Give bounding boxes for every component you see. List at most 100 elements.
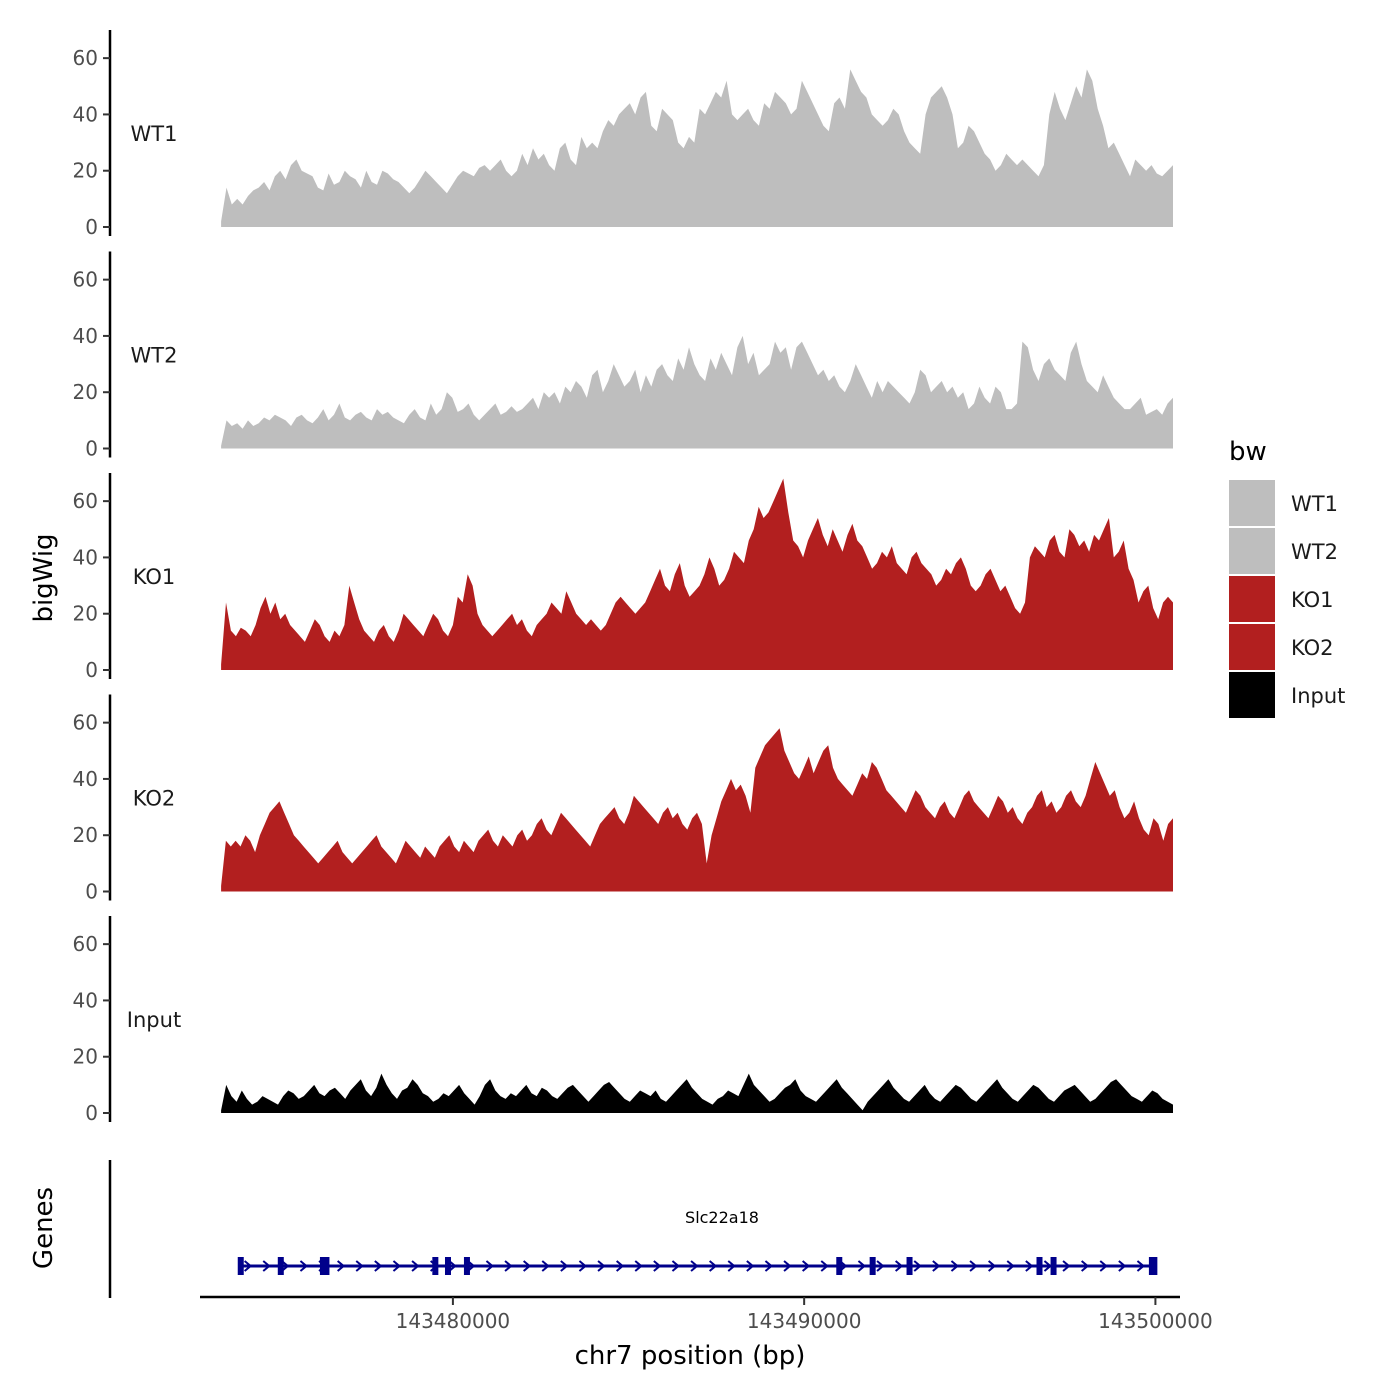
strand-arrow [392, 1260, 402, 1272]
track-label-input: Input [127, 1008, 181, 1032]
y-tick-label: 60 [73, 932, 98, 956]
strand-arrow [411, 1260, 420, 1272]
strand-arrow [448, 1260, 457, 1272]
strand-arrow [1099, 1260, 1108, 1272]
legend-label: WT2 [1291, 540, 1338, 564]
y-tick-label: 20 [73, 823, 98, 847]
legend-swatch [1229, 624, 1275, 670]
y-tick-label: 20 [73, 159, 98, 183]
x-tick-label: 143500000 [1098, 1309, 1213, 1333]
y-tick-label: 40 [73, 767, 98, 791]
strand-arrow [801, 1260, 811, 1272]
strand-arrow [671, 1260, 681, 1272]
exon [463, 1257, 470, 1275]
strand-arrow [1043, 1260, 1053, 1272]
y-axis-title: bigWig [29, 533, 59, 622]
legend-swatch [1229, 480, 1275, 526]
strand-arrow [541, 1260, 550, 1272]
x-axis: 143480000 143490000 143500000 [200, 1295, 1213, 1333]
legend-swatch [1229, 528, 1275, 574]
strand-arrow [560, 1260, 569, 1272]
x-tick-label: 143490000 [747, 1309, 862, 1333]
strand-arrow [876, 1260, 885, 1272]
y-tick-label: 40 [73, 324, 98, 348]
exon [1151, 1257, 1158, 1275]
area-input [221, 1073, 1174, 1113]
exon [323, 1257, 330, 1275]
strand-arrow [374, 1260, 383, 1272]
y-tick-label: 0 [85, 658, 98, 682]
strand-arrow [746, 1260, 755, 1272]
area-wt2 [221, 335, 1174, 449]
strand-arrow [969, 1260, 978, 1272]
legend: WT1 WT2 KO1 KO2 Input [1229, 480, 1345, 718]
strand-arrow [1136, 1260, 1146, 1272]
y-tick-label: 60 [73, 711, 98, 735]
y-tick-label: 60 [73, 268, 98, 292]
area-wt1 [221, 69, 1174, 228]
legend-item-input: Input [1229, 672, 1345, 718]
track-wt1: 0 20 40 60 WT1 [73, 30, 1174, 239]
strand-arrow [597, 1260, 606, 1272]
gene-name-label: Slc22a18 [685, 1208, 759, 1227]
strand-arrow [485, 1260, 495, 1272]
strand-arrow [1080, 1260, 1090, 1272]
track-wt2: 0 20 40 60 WT2 [73, 251, 1174, 461]
strand-arrow [578, 1260, 588, 1272]
strand-arrow [522, 1260, 532, 1272]
strand-arrow [820, 1260, 829, 1272]
strand-arrow [1025, 1260, 1034, 1272]
track-label-ko1: KO1 [133, 565, 176, 589]
strand-arrow [1062, 1260, 1071, 1272]
signal-tracks: 0 20 40 60 WT1 0 20 40 60 WT2 0 20 40 60 KO1 0 20 40 60 KO2… [73, 30, 1174, 1125]
area-ko1 [221, 478, 1174, 670]
y-tick-label: 0 [85, 880, 98, 904]
strand-arrow [336, 1260, 346, 1272]
gene-track: Slc22a18 [108, 1160, 1158, 1298]
strand-arrow [950, 1260, 960, 1272]
track-input: 0 20 40 60 Input [73, 916, 1174, 1125]
strand-arrow [634, 1260, 643, 1272]
strand-arrow [764, 1260, 774, 1272]
genes-axis-title: Genes [29, 1187, 59, 1269]
y-tick-label: 20 [73, 380, 98, 404]
legend-swatch [1229, 672, 1275, 718]
legend-label: KO2 [1291, 636, 1334, 660]
legend-item-wt1: WT1 [1229, 480, 1338, 526]
track-ko1: 0 20 40 60 KO1 [73, 473, 1174, 682]
track-label-wt1: WT1 [131, 122, 178, 146]
track-label-wt2: WT2 [131, 344, 178, 368]
legend-title: bw [1229, 437, 1267, 467]
track-label-ko2: KO2 [133, 787, 176, 811]
y-tick-label: 40 [73, 988, 98, 1012]
y-tick-label: 40 [73, 545, 98, 569]
legend-item-wt2: WT2 [1229, 528, 1338, 574]
legend-swatch [1229, 576, 1275, 622]
strand-arrow [615, 1260, 625, 1272]
strand-arrow [783, 1260, 792, 1272]
strand-arrow [987, 1260, 997, 1272]
strand-arrow [932, 1260, 941, 1272]
track-ko2: 0 20 40 60 KO2 [73, 694, 1174, 904]
legend-label: WT1 [1291, 492, 1338, 516]
exon [237, 1257, 244, 1275]
strand-arrow [243, 1260, 253, 1272]
strand-arrow [708, 1260, 718, 1272]
strand-arrow [504, 1260, 513, 1272]
y-tick-label: 40 [73, 102, 98, 126]
strand-arrow [1118, 1260, 1127, 1272]
y-tick-label: 20 [73, 602, 98, 626]
exon [1050, 1257, 1057, 1275]
strand-arrow [1006, 1260, 1015, 1272]
y-tick-label: 60 [73, 489, 98, 513]
legend-item-ko2: KO2 [1229, 624, 1334, 670]
strand-arrow [262, 1260, 271, 1272]
legend-item-ko1: KO1 [1229, 576, 1334, 622]
exon [1036, 1257, 1043, 1275]
exon [906, 1257, 913, 1275]
strand-arrow [913, 1260, 922, 1272]
x-axis-title: chr7 position (bp) [575, 1341, 806, 1371]
y-tick-label: 60 [73, 46, 98, 70]
strand-arrow [281, 1260, 290, 1272]
